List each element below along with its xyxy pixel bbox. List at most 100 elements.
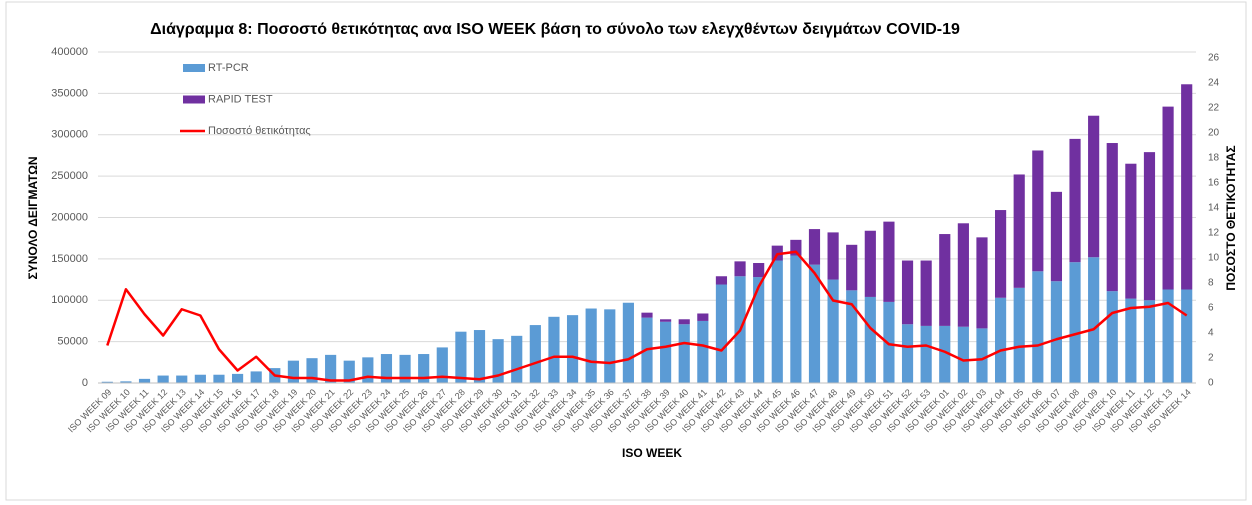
bar <box>585 308 597 383</box>
bar <box>995 210 1007 298</box>
legend-swatch <box>183 95 205 104</box>
bar <box>920 260 932 326</box>
bar <box>734 261 746 277</box>
line <box>106 250 1188 382</box>
bar <box>1050 281 1063 383</box>
bar <box>1088 257 1100 383</box>
bar <box>883 221 895 302</box>
bar <box>901 324 914 383</box>
x-axis-title: ISO WEEK <box>622 446 682 460</box>
y-tick-label: 100000 <box>51 294 88 306</box>
bar <box>436 347 448 383</box>
bar <box>101 381 113 383</box>
bar <box>511 335 523 383</box>
y-tick-label: 0 <box>82 377 88 389</box>
bar <box>790 255 802 383</box>
y2-tick-label: 20 <box>1208 128 1220 139</box>
y-tick-label: 50000 <box>57 336 88 348</box>
bar <box>138 378 151 383</box>
bar <box>976 328 988 383</box>
bar <box>864 296 876 383</box>
bar <box>1013 287 1025 383</box>
y2-tick-label: 12 <box>1208 228 1220 239</box>
bar <box>827 279 839 383</box>
y-tick-label: 400000 <box>51 46 88 58</box>
bar <box>790 239 802 256</box>
bar <box>808 229 821 265</box>
bar <box>194 374 206 383</box>
bar <box>1013 174 1025 288</box>
y2-tick-label: 0 <box>1208 378 1214 389</box>
y-tick-label: 150000 <box>51 253 88 265</box>
bar <box>325 354 337 383</box>
bar <box>1125 298 1137 383</box>
bar <box>548 316 560 383</box>
y2-tick-label: 8 <box>1208 278 1214 289</box>
bar <box>1143 152 1156 301</box>
bar <box>473 330 486 383</box>
y2-tick-label: 26 <box>1208 53 1220 64</box>
bar <box>1088 115 1100 258</box>
bar <box>641 312 653 318</box>
bar <box>1125 163 1137 299</box>
chart-title: Διάγραμμα 8: Ποσοστό θετικότητας ανα ISO… <box>150 21 960 38</box>
bar <box>213 374 225 383</box>
bar <box>1050 191 1063 282</box>
bar <box>1032 271 1044 383</box>
bar <box>362 357 374 383</box>
y-tick-label: 300000 <box>51 129 88 141</box>
y2-tick-label: 22 <box>1208 103 1220 114</box>
bar <box>715 284 728 383</box>
bar <box>678 324 690 383</box>
bar <box>287 360 299 383</box>
bar <box>455 331 467 383</box>
bar <box>846 290 858 383</box>
y-tick-label: 200000 <box>51 211 88 223</box>
bar <box>660 321 672 383</box>
bar <box>529 325 541 383</box>
bar <box>380 354 393 383</box>
bar <box>157 375 169 383</box>
bar <box>697 320 709 383</box>
bar <box>827 232 839 280</box>
y2-tick-label: 18 <box>1208 153 1220 164</box>
bar <box>864 230 876 297</box>
bar <box>120 381 132 383</box>
bar <box>604 309 616 383</box>
bar <box>306 358 318 383</box>
bar <box>1143 300 1156 383</box>
legend-label: RT-PCR <box>208 62 249 74</box>
bar <box>995 297 1007 383</box>
bar <box>343 360 355 383</box>
legend-label: RAPID TEST <box>208 93 273 105</box>
bar <box>846 244 858 291</box>
bar <box>1181 289 1193 383</box>
y-axis-title: ΣΥΝΟΛΟ ΔΕΙΓΜΑΤΩΝ <box>26 156 40 279</box>
y2-tick-label: 10 <box>1208 253 1220 264</box>
bar <box>1106 291 1118 383</box>
bar <box>808 264 821 383</box>
bar <box>1069 138 1081 263</box>
bar <box>399 354 411 383</box>
y2-tick-label: 14 <box>1208 203 1220 214</box>
bar <box>697 313 709 321</box>
bar <box>176 375 188 383</box>
bar <box>715 276 728 285</box>
bar <box>939 325 951 383</box>
y2-tick-label: 2 <box>1208 353 1214 364</box>
chart-border <box>5 1 1247 501</box>
bar <box>753 263 765 278</box>
bar <box>250 371 262 383</box>
bar <box>957 326 969 383</box>
y2-tick-label: 4 <box>1208 328 1214 339</box>
bar <box>1069 262 1081 383</box>
bar <box>883 301 895 383</box>
y2-tick-label: 24 <box>1208 78 1220 89</box>
bar <box>678 319 690 325</box>
bar <box>492 339 504 383</box>
bar <box>566 315 579 383</box>
bar <box>1162 106 1174 290</box>
bar <box>1181 84 1193 290</box>
bar <box>231 373 244 383</box>
bar <box>771 260 783 383</box>
